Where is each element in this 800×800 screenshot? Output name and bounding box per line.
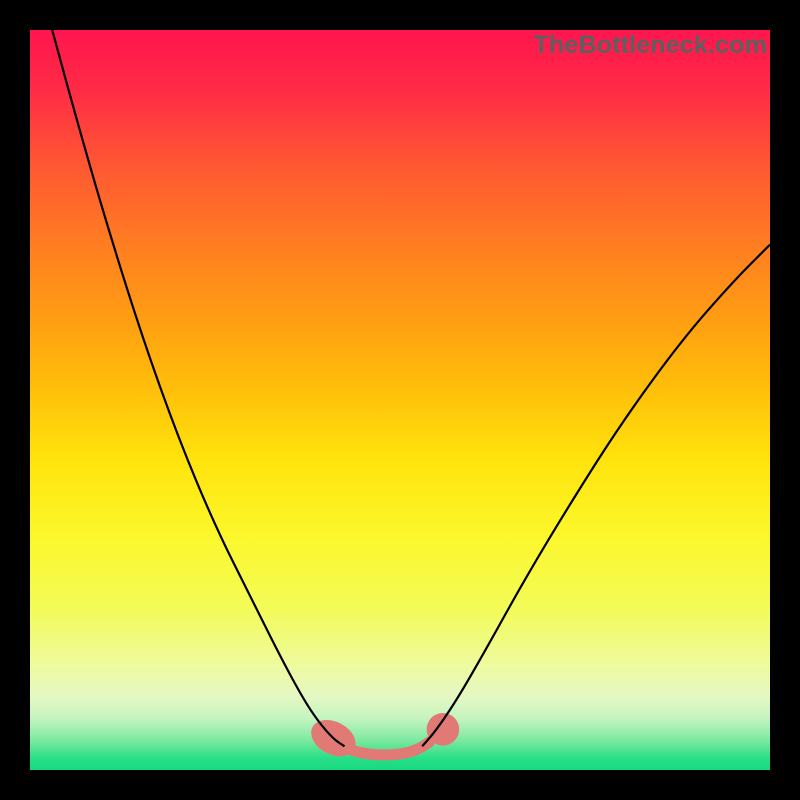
valley-right-dot (427, 713, 460, 746)
chart-svg (30, 30, 770, 770)
plot-area: TheBottleneck.com (30, 30, 770, 770)
left-curve (52, 30, 344, 746)
right-curve (422, 245, 770, 747)
